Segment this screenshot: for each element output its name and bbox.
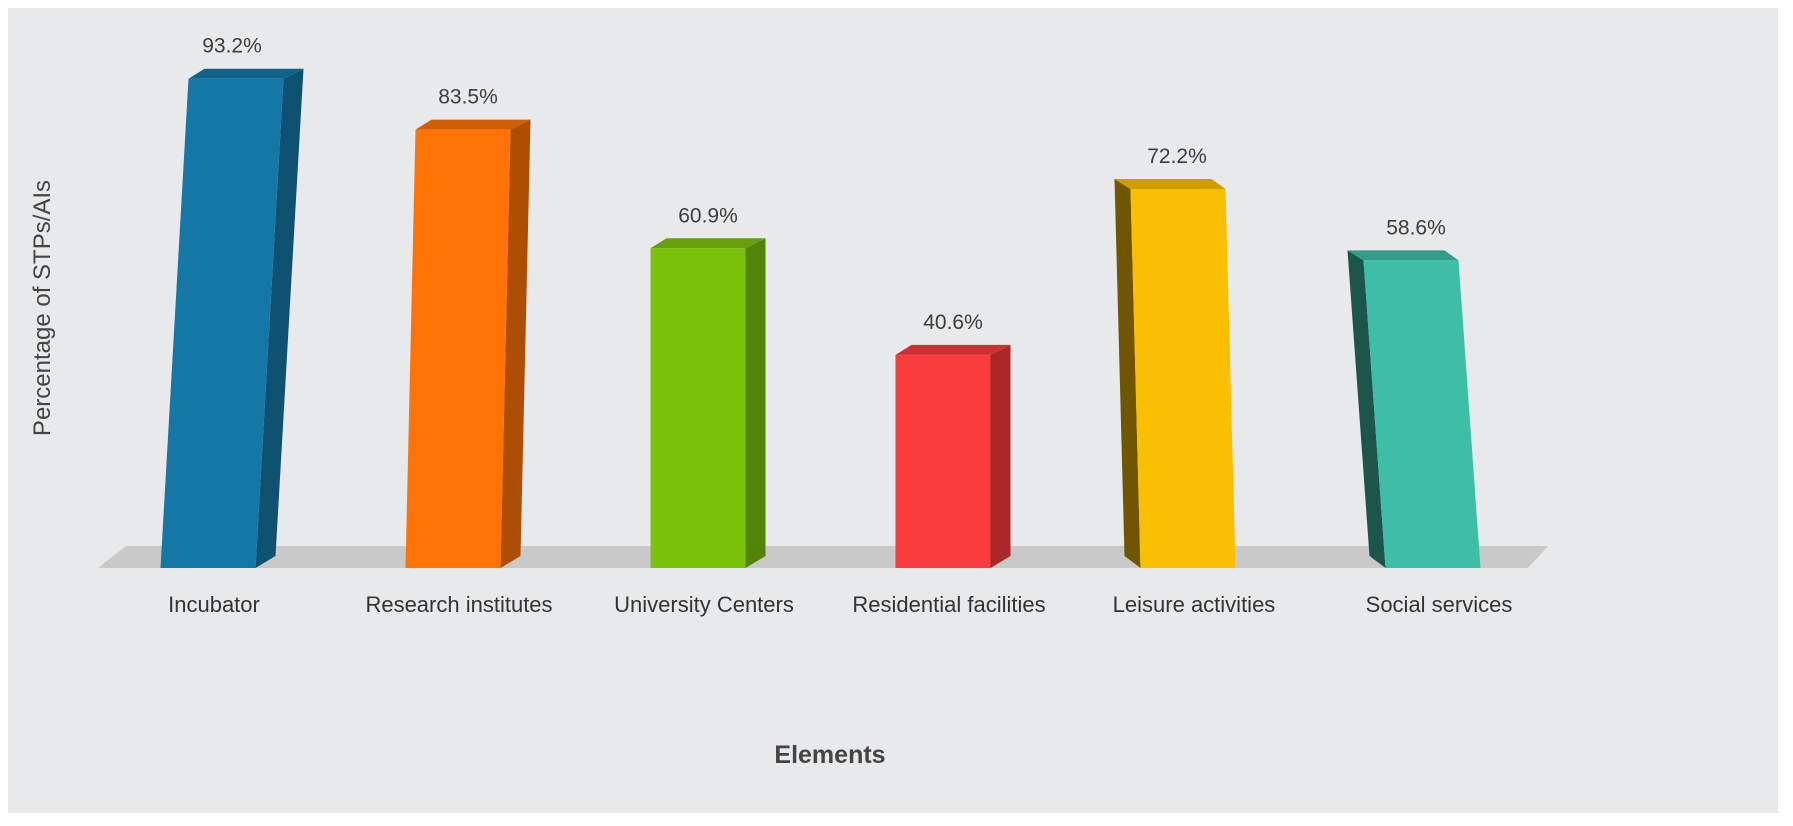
- value-label-social-services: 58.6%: [1386, 216, 1446, 239]
- category-label-leisure-activities: Leisure activities: [1113, 592, 1276, 617]
- bar-side-leisure-activities: [1114, 178, 1141, 568]
- bar-social-services: [1363, 260, 1481, 568]
- category-label-residential-facilities: Residential facilities: [852, 592, 1045, 617]
- value-label-incubator: 93.2%: [202, 35, 262, 58]
- bar-side-social-services: [1347, 250, 1386, 568]
- x-axis-title: Elements: [774, 741, 885, 769]
- bar-side-university-centers: [745, 238, 766, 568]
- bar-residential-facilities: [895, 354, 991, 568]
- bar-side-residential-facilities: [990, 344, 1011, 568]
- bar-top-leisure-activities: [1114, 178, 1226, 189]
- bar-side-incubator: [255, 68, 304, 568]
- bar-chart: 93.2% 83.5% 60.9% 40.6% 72.2% 58.6% Incubator…: [29, 35, 1548, 769]
- category-label-incubator: Incubator: [168, 592, 260, 617]
- category-label-university-centers: University Centers: [614, 592, 794, 617]
- value-label-university-centers: 60.9%: [678, 204, 738, 227]
- y-axis-title: Percentage of STPs/AIs: [29, 180, 56, 436]
- bar-top-university-centers: [650, 238, 766, 249]
- chart-panel: 93.2% 83.5% 60.9% 40.6% 72.2% 58.6% Incubator…: [8, 8, 1778, 813]
- value-label-research-institutes: 83.5%: [438, 86, 498, 109]
- chart-floor: [98, 546, 1548, 568]
- value-labels-group: 93.2% 83.5% 60.9% 40.6% 72.2% 58.6%: [202, 35, 1446, 334]
- bar-top-incubator: [188, 68, 304, 79]
- bar-top-research-institutes: [415, 119, 531, 130]
- value-label-leisure-activities: 72.2%: [1147, 145, 1207, 168]
- value-label-residential-facilities: 40.6%: [923, 311, 983, 334]
- bar-top-social-services: [1347, 250, 1459, 261]
- bar-incubator: [160, 78, 284, 568]
- bar-top-residential-facilities: [895, 344, 1011, 355]
- bar-leisure-activities: [1130, 188, 1236, 568]
- category-label-social-services: Social services: [1366, 592, 1513, 617]
- bar-university-centers: [650, 248, 746, 568]
- bar-side-research-institutes: [500, 119, 531, 568]
- category-label-research-institutes: Research institutes: [365, 592, 552, 617]
- bar-research-institutes: [405, 129, 511, 568]
- bars-group: [160, 68, 1481, 568]
- category-labels-group: Incubator Research institutes University C…: [168, 592, 1512, 617]
